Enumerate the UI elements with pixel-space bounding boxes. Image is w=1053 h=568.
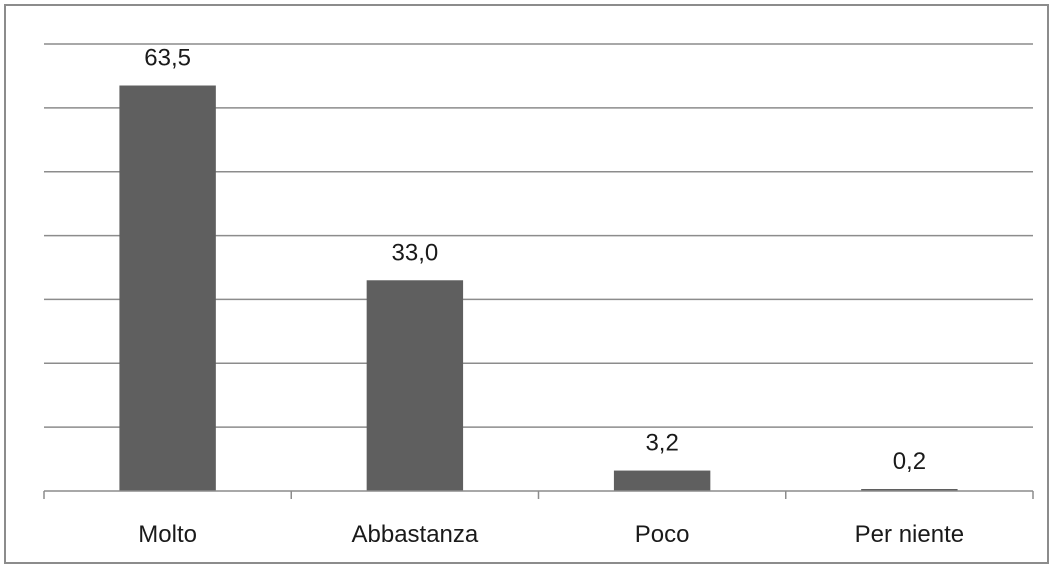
data-label: 3,2 (645, 430, 678, 457)
x-tick-label: Per niente (855, 521, 964, 548)
x-tick-label: Molto (138, 521, 197, 548)
x-tick-label: Abbastanza (351, 521, 478, 548)
data-labels: 63,5 33,0 3,2 0,2 (144, 45, 926, 475)
bar-molto (119, 85, 216, 491)
x-tick-labels: Molto Abbastanza Poco Per niente (138, 521, 964, 548)
x-tick-label: Poco (635, 521, 690, 548)
x-axis (43, 490, 1034, 499)
bar-per-niente (861, 489, 958, 491)
data-label: 0,2 (893, 448, 926, 475)
data-label: 33,0 (392, 239, 439, 266)
bar-poco (613, 470, 711, 491)
bars (119, 85, 958, 491)
data-label: 63,5 (144, 45, 191, 72)
bar-abbastanza (366, 280, 464, 491)
